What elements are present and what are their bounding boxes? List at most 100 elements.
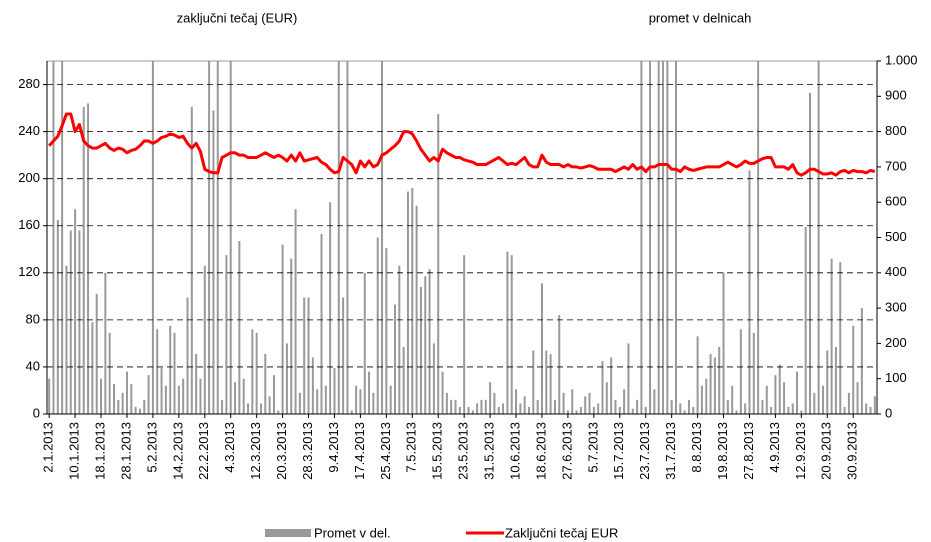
x-tick-label: 20.3.2013 bbox=[274, 422, 289, 480]
legend-swatch bbox=[265, 529, 311, 537]
bar bbox=[510, 255, 513, 414]
x-tick-label: 4.9.2013 bbox=[767, 422, 782, 473]
y-tick-label: 240 bbox=[18, 123, 40, 138]
bar bbox=[821, 385, 824, 414]
x-tick-label: 10.6.2013 bbox=[507, 422, 522, 480]
bar bbox=[238, 241, 241, 414]
y-tick-label: 200 bbox=[18, 170, 40, 185]
bar bbox=[709, 353, 712, 414]
bar bbox=[601, 361, 604, 414]
bar bbox=[307, 297, 310, 414]
bar bbox=[540, 283, 543, 414]
bar bbox=[588, 392, 591, 414]
x-tick-label: 15.5.2013 bbox=[430, 422, 445, 480]
bar bbox=[255, 332, 258, 414]
x-tick-label: 31.7.2013 bbox=[663, 422, 678, 480]
bar bbox=[259, 403, 262, 414]
bar bbox=[346, 61, 349, 414]
bar bbox=[82, 106, 85, 414]
bar bbox=[415, 205, 418, 414]
bar bbox=[138, 408, 141, 414]
bar bbox=[151, 61, 154, 414]
bar bbox=[847, 392, 850, 414]
bar bbox=[623, 389, 626, 414]
bar bbox=[294, 209, 297, 414]
bar bbox=[281, 244, 284, 414]
y2-tick-label: 500 bbox=[885, 229, 907, 244]
bar bbox=[674, 61, 677, 414]
bar bbox=[385, 248, 388, 414]
bar bbox=[350, 410, 353, 414]
bar bbox=[523, 396, 526, 414]
bar bbox=[160, 368, 163, 414]
bar bbox=[618, 406, 621, 414]
bar bbox=[225, 255, 228, 414]
bar bbox=[52, 61, 55, 414]
x-tick-label: 15.7.2013 bbox=[611, 422, 626, 480]
y2-tick-label: 400 bbox=[885, 264, 907, 279]
bar bbox=[285, 343, 288, 414]
bar bbox=[424, 276, 427, 414]
bar bbox=[264, 353, 267, 414]
bar bbox=[311, 357, 314, 414]
bar bbox=[393, 304, 396, 414]
bar bbox=[78, 230, 81, 414]
bar bbox=[156, 329, 159, 414]
bar bbox=[381, 61, 384, 414]
x-tick-label: 4.3.2013 bbox=[222, 422, 237, 473]
bar bbox=[182, 378, 185, 414]
bar bbox=[298, 392, 301, 414]
bar bbox=[117, 399, 120, 414]
bar bbox=[56, 219, 59, 414]
bar bbox=[744, 403, 747, 414]
bar bbox=[406, 191, 409, 414]
bar bbox=[65, 265, 68, 414]
bar bbox=[316, 389, 319, 414]
y-tick-label: 40 bbox=[26, 358, 40, 373]
bar bbox=[644, 406, 647, 414]
bar bbox=[817, 61, 820, 414]
bar bbox=[432, 343, 435, 414]
bar bbox=[195, 353, 198, 414]
bar bbox=[519, 403, 522, 414]
bar bbox=[320, 233, 323, 414]
bar bbox=[216, 61, 219, 414]
y2-tick-label: 900 bbox=[885, 88, 907, 103]
bar bbox=[506, 251, 509, 414]
y2-tick-label: 300 bbox=[885, 300, 907, 315]
bar bbox=[636, 399, 639, 414]
bar bbox=[359, 389, 362, 414]
x-tick-label: 2.1.2013 bbox=[41, 422, 56, 473]
bar bbox=[735, 410, 738, 414]
bar bbox=[199, 378, 202, 414]
bar bbox=[696, 336, 699, 414]
bar bbox=[666, 61, 669, 414]
bar bbox=[653, 389, 656, 414]
bar bbox=[164, 385, 167, 414]
bar bbox=[229, 61, 232, 414]
y2-tick-label: 0 bbox=[885, 405, 892, 420]
bar bbox=[614, 399, 617, 414]
bar bbox=[203, 265, 206, 414]
x-tick-label: 10.1.2013 bbox=[67, 422, 82, 480]
bar bbox=[791, 403, 794, 414]
bar bbox=[104, 272, 107, 414]
bar bbox=[363, 272, 366, 414]
bar bbox=[739, 329, 742, 414]
bar bbox=[143, 399, 146, 414]
bar bbox=[545, 350, 548, 414]
bar bbox=[173, 332, 176, 414]
bar bbox=[649, 61, 652, 414]
bar bbox=[125, 371, 128, 414]
bar bbox=[130, 383, 133, 414]
bar bbox=[683, 410, 686, 414]
bar bbox=[796, 371, 799, 414]
bar bbox=[627, 343, 630, 414]
bar bbox=[74, 209, 77, 414]
bar bbox=[480, 399, 483, 414]
bar bbox=[549, 353, 552, 414]
x-tick-label: 8.8.2013 bbox=[689, 422, 704, 473]
bar bbox=[212, 110, 215, 414]
